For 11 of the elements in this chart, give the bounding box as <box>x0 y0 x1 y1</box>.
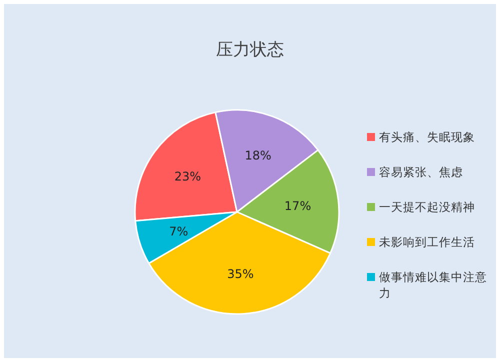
data-label: 7% <box>169 224 188 239</box>
data-label: 17% <box>284 198 312 213</box>
chart-title: 压力状态 <box>216 40 284 60</box>
legend-label: 一天提不起没精神 <box>379 200 475 214</box>
legend-label: 未影响到工作生活 <box>379 235 475 249</box>
data-label: 18% <box>244 148 272 163</box>
legend-label: 容易紧张、焦虑 <box>379 165 463 179</box>
legend-label: 做事情难以集中注意力 <box>379 270 487 300</box>
data-label: 35% <box>227 267 254 282</box>
legend-label: 有头痛、失眠现象 <box>379 130 475 144</box>
data-label: 23% <box>174 170 202 184</box>
